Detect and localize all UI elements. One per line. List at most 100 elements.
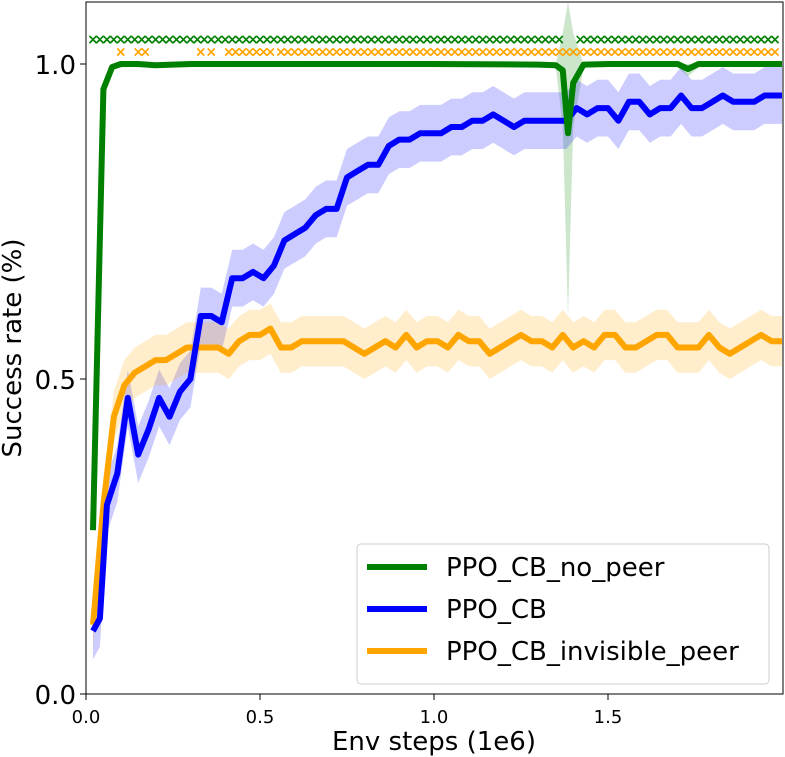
- marker-ppo-cb-no-peer: ×: [393, 32, 405, 48]
- marker-ppo-cb-no-peer: ×: [512, 32, 524, 48]
- marker-ppo-cb-invisible-peer: ×: [720, 44, 732, 60]
- marker-ppo-cb-invisible-peer: ×: [714, 44, 726, 60]
- x-tick-label: 1.5: [594, 707, 623, 728]
- marker-ppo-cb-no-peer: ×: [693, 32, 705, 48]
- marker-ppo-cb-no-peer: ×: [700, 32, 712, 48]
- x-axis-ticks: 0.0 0.5 1.0 1.5: [72, 694, 623, 728]
- marker-ppo-cb-no-peer: ×: [178, 32, 190, 48]
- marker-ppo-cb-no-peer: ×: [762, 32, 774, 48]
- marker-ppo-cb-invisible-peer: ×: [741, 44, 753, 60]
- y-tick-label: 0.0: [35, 681, 76, 711]
- marker-ppo-cb-invisible-peer: ×: [386, 44, 398, 60]
- marker-ppo-cb-invisible-peer: ×: [139, 44, 151, 60]
- marker-ppo-cb-no-peer: ×: [136, 32, 148, 48]
- marker-ppo-cb-invisible-peer: ×: [296, 44, 308, 60]
- marker-ppo-cb-no-peer: ×: [198, 32, 210, 48]
- marker-ppo-cb-invisible-peer: ×: [338, 44, 350, 60]
- marker-ppo-cb-invisible-peer: ×: [498, 44, 510, 60]
- x-tick-label: 1.0: [420, 707, 449, 728]
- marker-ppo-cb-no-peer: ×: [526, 32, 538, 48]
- marker-ppo-cb-invisible-peer: ×: [588, 44, 600, 60]
- line-ppo-cb: [90, 92, 782, 633]
- marker-ppo-cb-invisible-peer: ×: [672, 44, 684, 60]
- marker-ppo-cb-no-peer: ×: [734, 32, 746, 48]
- marker-ppo-cb-invisible-peer: ×: [310, 44, 322, 60]
- marker-ppo-cb-no-peer: ×: [414, 32, 426, 48]
- marker-ppo-cb-no-peer: ×: [720, 32, 732, 48]
- marker-ppo-cb-no-peer: ×: [623, 32, 635, 48]
- marker-ppo-cb-invisible-peer: ×: [686, 44, 698, 60]
- marker-ppo-cb-no-peer: ×: [352, 32, 364, 48]
- marker-ppo-cb-invisible-peer: ×: [734, 44, 746, 60]
- marker-ppo-cb-invisible-peer: ×: [449, 44, 461, 60]
- marker-ppo-cb-no-peer: ×: [442, 32, 454, 48]
- marker-ppo-cb-invisible-peer: ×: [421, 44, 433, 60]
- marker-ppo-cb-no-peer: ×: [317, 32, 329, 48]
- legend-label-ppo-cb-no-peer: PPO_CB_no_peer: [446, 553, 665, 583]
- marker-ppo-cb-no-peer: ×: [233, 32, 245, 48]
- marker-ppo-cb-invisible-peer: ×: [693, 44, 705, 60]
- marker-ppo-cb-no-peer: ×: [261, 32, 273, 48]
- marker-ppo-cb-no-peer: ×: [212, 32, 224, 48]
- marker-ppo-cb-no-peer: ×: [679, 32, 691, 48]
- marker-ppo-cb-invisible-peer: ×: [512, 44, 524, 60]
- marker-ppo-cb-no-peer: ×: [366, 32, 378, 48]
- marker-ppo-cb-invisible-peer: ×: [372, 44, 384, 60]
- marker-ppo-cb-no-peer: ×: [574, 32, 586, 48]
- marker-ppo-cb-invisible-peer: ×: [275, 44, 287, 60]
- marker-ppo-cb-invisible-peer: ×: [379, 44, 391, 60]
- marker-ppo-cb-invisible-peer: ×: [456, 44, 468, 60]
- marker-ppo-cb-no-peer: ×: [707, 32, 719, 48]
- marker-ppo-cb-invisible-peer: ×: [616, 44, 628, 60]
- marker-ppo-cb-no-peer: ×: [741, 32, 753, 48]
- marker-ppo-cb-invisible-peer: ×: [345, 44, 357, 60]
- y-axis-label: Success rate (%): [0, 239, 28, 458]
- marker-ppo-cb-no-peer: ×: [101, 32, 113, 48]
- marker-ppo-cb-no-peer: ×: [727, 32, 739, 48]
- marker-ppo-cb-invisible-peer: ×: [331, 44, 343, 60]
- marker-ppo-cb-invisible-peer: ×: [491, 44, 503, 60]
- series-lines: [90, 61, 782, 633]
- marker-ppo-cb-no-peer: ×: [345, 32, 357, 48]
- marker-ppo-cb-invisible-peer: ×: [609, 44, 621, 60]
- marker-ppo-cb-no-peer: ×: [275, 32, 287, 48]
- marker-ppo-cb-invisible-peer: ×: [195, 44, 207, 60]
- marker-ppo-cb-no-peer: ×: [226, 32, 238, 48]
- marker-ppo-cb-no-peer: ×: [609, 32, 621, 48]
- marker-ppo-cb-no-peer: ×: [386, 32, 398, 48]
- marker-ppo-cb-no-peer: ×: [122, 32, 134, 48]
- marker-ppo-cb-invisible-peer: ×: [359, 44, 371, 60]
- marker-ppo-cb-no-peer: ×: [359, 32, 371, 48]
- marker-ppo-cb-invisible-peer: ×: [132, 44, 144, 60]
- marker-ppo-cb-invisible-peer: ×: [428, 44, 440, 60]
- marker-ppo-cb-invisible-peer: ×: [393, 44, 405, 60]
- marker-ppo-cb-invisible-peer: ×: [463, 44, 475, 60]
- marker-ppo-cb-no-peer: ×: [540, 32, 552, 48]
- marker-ppo-cb-no-peer: ×: [456, 32, 468, 48]
- marker-ppo-cb-no-peer: ×: [115, 32, 127, 48]
- marker-ppo-cb-invisible-peer: ×: [265, 44, 277, 60]
- legend-box: [356, 543, 770, 685]
- marker-ppo-cb-invisible-peer: ×: [637, 44, 649, 60]
- marker-ppo-cb-no-peer: ×: [205, 32, 217, 48]
- marker-ppo-cb-invisible-peer: ×: [623, 44, 635, 60]
- y-axis-ticks: 0.0 0.5 1.0: [35, 51, 86, 711]
- marker-ppo-cb-no-peer: ×: [477, 32, 489, 48]
- marker-ppo-cb-no-peer: ×: [338, 32, 350, 48]
- marker-ppo-cb-invisible-peer: ×: [505, 44, 517, 60]
- marker-ppo-cb-no-peer: ×: [192, 32, 204, 48]
- marker-ppo-cb-no-peer: ×: [400, 32, 412, 48]
- marker-ppo-cb-invisible-peer: ×: [470, 44, 482, 60]
- x-tick-label: 0.0: [72, 707, 101, 728]
- marker-ppo-cb-invisible-peer: ×: [727, 44, 739, 60]
- marker-ppo-cb-no-peer: ×: [714, 32, 726, 48]
- marker-ppo-cb-invisible-peer: ×: [414, 44, 426, 60]
- x-tick-label: 0.5: [246, 707, 275, 728]
- marker-ppo-cb-no-peer: ×: [755, 32, 767, 48]
- marker-ppo-cb-invisible-peer: ×: [755, 44, 767, 60]
- marker-ppo-cb-invisible-peer: ×: [484, 44, 496, 60]
- marker-ppo-cb-no-peer: ×: [665, 32, 677, 48]
- marker-ppo-cb-invisible-peer: ×: [748, 44, 760, 60]
- marker-ppo-cb-invisible-peer: ×: [546, 44, 558, 60]
- marker-ppo-cb-no-peer: ×: [546, 32, 558, 48]
